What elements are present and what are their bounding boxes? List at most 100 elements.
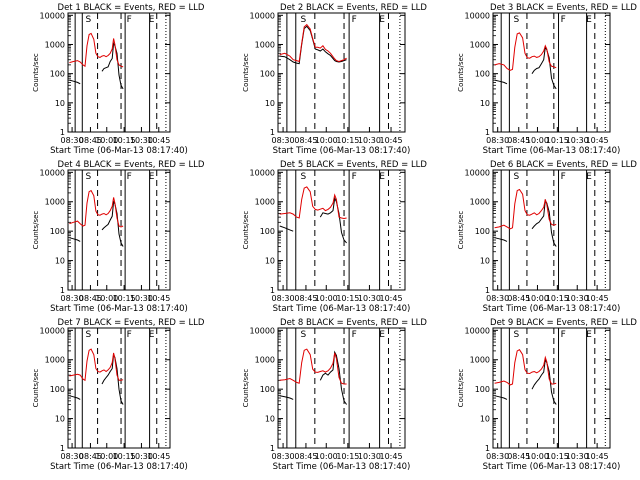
x-tick-label: 10:00 [526, 136, 549, 145]
interval-marker-e: E [149, 172, 155, 182]
x-tick-label: 10:45 [147, 452, 170, 461]
y-axis-label: Counts/sec [457, 211, 465, 250]
series-lld [279, 23, 347, 63]
x-tick-label: 10:15 [336, 452, 359, 461]
detector-panel-1: Det 1 BLACK = Events, RED = LLD 1 10 100 100… [32, 3, 205, 156]
x-tick-label: 10:15 [113, 136, 136, 145]
series-events [279, 25, 347, 65]
interval-marker-s: S [514, 172, 520, 182]
y-tick-label: 10 [480, 257, 490, 266]
x-axis-label: Start Time (06-Mar-13 08:17:40) [483, 462, 621, 472]
interval-marker-e: E [379, 330, 385, 340]
y-tick-label: 1000 [255, 198, 275, 207]
y-tick-label: 1000 [470, 356, 490, 365]
interval-marker-f: F [127, 330, 132, 340]
y-tick-label: 10 [55, 99, 65, 108]
interval-marker-f: F [352, 172, 357, 182]
y-tick-label: 10000 [465, 11, 490, 20]
x-tick-label: 10:00 [526, 294, 549, 303]
interval-marker-s: S [301, 15, 307, 25]
plot-frame [67, 327, 171, 449]
y-tick-label: 100 [475, 227, 490, 236]
x-tick-label: 10:30 [566, 136, 589, 145]
series-events [494, 45, 557, 90]
detector-panel-9: Det 9 BLACK = Events, RED = LLD 1 10 100 100… [457, 318, 637, 472]
y-tick-label: 100 [475, 70, 490, 79]
interval-marker-f: F [561, 15, 566, 25]
x-tick-label: 08:45 [507, 294, 530, 303]
y-tick-label: 10000 [40, 326, 65, 335]
y-tick-label: 10 [480, 99, 490, 108]
x-tick-label: 10:15 [113, 294, 136, 303]
x-tick-label: 10:15 [113, 452, 136, 461]
x-tick-label: 10:30 [566, 452, 589, 461]
interval-marker-s: S [86, 172, 92, 182]
series-lld [494, 349, 557, 386]
x-tick-label: 08:45 [507, 136, 530, 145]
interval-marker-f: F [352, 330, 357, 340]
x-tick-label: 10:30 [130, 452, 153, 461]
y-tick-label: 10 [55, 415, 65, 424]
series-lld [279, 186, 347, 220]
x-tick-label: 10:15 [336, 294, 359, 303]
y-tick-label: 1000 [45, 198, 65, 207]
x-tick-label: 10:30 [358, 452, 381, 461]
x-tick-label: 10:30 [358, 136, 381, 145]
detector-panel-4: Det 4 BLACK = Events, RED = LLD 1 10 100 100… [32, 160, 205, 314]
x-tick-label: 10:00 [95, 136, 118, 145]
y-tick-label: 10 [480, 415, 490, 424]
x-tick-label: 10:00 [95, 452, 118, 461]
y-tick-label: 10 [55, 257, 65, 266]
x-tick-label: 08:30 [486, 136, 509, 145]
interval-marker-e: E [586, 15, 592, 25]
panel-title: Det 3 BLACK = Events, RED = LLD [490, 3, 637, 13]
x-axis-label: Start Time (06-Mar-13 08:17:40) [273, 304, 411, 314]
series-lld [69, 348, 124, 382]
plot-frame [492, 12, 611, 133]
x-axis-label: Start Time (06-Mar-13 08:17:40) [483, 304, 621, 314]
x-tick-label: 10:45 [586, 452, 609, 461]
x-axis-label: Start Time (06-Mar-13 08:17:40) [273, 146, 411, 156]
x-tick-label: 08:45 [79, 136, 102, 145]
x-axis-label: Start Time (06-Mar-13 08:17:40) [273, 462, 411, 472]
y-tick-label: 100 [50, 70, 65, 79]
y-axis-label: Counts/sec [457, 369, 465, 408]
x-tick-label: 08:30 [272, 452, 295, 461]
interval-marker-s: S [514, 15, 520, 25]
x-tick-label: 10:30 [130, 136, 153, 145]
y-tick-label: 1 [60, 286, 65, 295]
detector-panel-8: Det 8 BLACK = Events, RED = LLD 1 10 100 100… [242, 318, 427, 472]
interval-marker-e: E [149, 330, 155, 340]
y-tick-label: 10000 [40, 168, 65, 177]
x-tick-label: 10:00 [315, 294, 338, 303]
x-tick-label: 10:45 [379, 136, 402, 145]
x-tick-label: 10:30 [130, 294, 153, 303]
y-tick-label: 10 [265, 99, 275, 108]
detector-panel-2: Det 2 BLACK = Events, RED = LLD 1 10 100 100… [242, 3, 427, 156]
y-tick-label: 1 [270, 444, 275, 453]
interval-marker-s: S [86, 330, 92, 340]
series-lld [69, 32, 124, 68]
interval-marker-s: S [514, 330, 520, 340]
interval-marker-s: S [301, 330, 307, 340]
plot-frame [67, 12, 171, 133]
x-tick-label: 10:45 [586, 136, 609, 145]
plot-frame [277, 12, 406, 133]
y-tick-label: 1000 [255, 356, 275, 365]
interval-marker-f: F [561, 172, 566, 182]
y-tick-label: 1 [485, 444, 490, 453]
series-lld [69, 189, 124, 228]
x-tick-label: 08:45 [79, 452, 102, 461]
plot-frame [492, 169, 611, 291]
x-tick-label: 10:45 [147, 136, 170, 145]
interval-marker-f: F [352, 15, 357, 25]
y-axis-label: Counts/sec [32, 211, 40, 250]
series-events [279, 196, 347, 244]
x-tick-label: 10:45 [586, 294, 609, 303]
y-tick-label: 100 [260, 70, 275, 79]
series-events [494, 358, 557, 405]
plot-frame [492, 327, 611, 449]
y-tick-label: 1000 [45, 40, 65, 49]
x-axis-label: Start Time (06-Mar-13 08:17:40) [50, 304, 188, 314]
panel-title: Det 8 BLACK = Events, RED = LLD [280, 318, 427, 328]
